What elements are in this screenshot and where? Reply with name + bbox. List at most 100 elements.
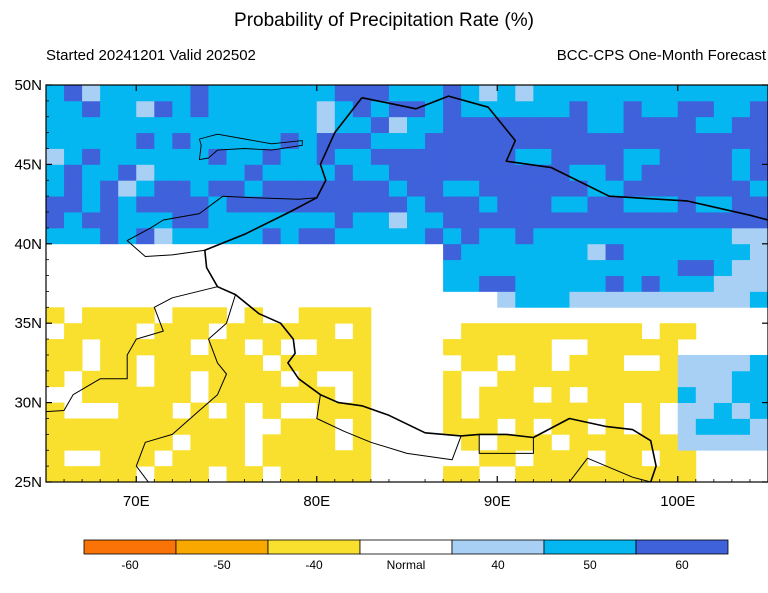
grid-cell bbox=[497, 386, 516, 403]
grid-cell bbox=[659, 243, 679, 261]
grid-cell bbox=[226, 466, 245, 482]
grid-cell bbox=[533, 196, 552, 213]
grid-cell bbox=[154, 370, 173, 388]
grid-cell bbox=[731, 148, 751, 165]
grid-cell bbox=[370, 132, 390, 149]
grid-cell bbox=[64, 227, 83, 245]
grid-cell bbox=[280, 466, 300, 482]
grid-cell bbox=[749, 116, 768, 134]
grid-cell bbox=[731, 180, 751, 197]
grid-cell bbox=[533, 148, 552, 165]
grid-cell bbox=[695, 386, 715, 403]
lat-tick-label: 40N bbox=[14, 236, 42, 253]
grid-cell bbox=[298, 132, 318, 149]
grid-cell bbox=[316, 164, 336, 181]
grid-cell bbox=[136, 227, 155, 245]
grid-cell bbox=[280, 212, 300, 229]
grid-cell bbox=[623, 323, 643, 340]
country-borders bbox=[46, 95, 768, 482]
grid-cell bbox=[136, 180, 155, 197]
forecast-dates: Started 20241201 Valid 202502 bbox=[46, 47, 256, 64]
lon-tick-label: 100E bbox=[660, 493, 695, 510]
grid-cell bbox=[172, 370, 191, 388]
grid-cell bbox=[479, 354, 498, 372]
grid-cell bbox=[226, 354, 245, 372]
nepal-border bbox=[316, 394, 462, 461]
grid-cell bbox=[190, 100, 209, 118]
grid-cell bbox=[334, 402, 354, 419]
grid-cell bbox=[659, 259, 679, 276]
grid-cell bbox=[388, 212, 408, 229]
grid-cell bbox=[118, 148, 137, 165]
grid-cell bbox=[641, 85, 661, 102]
grid-cell bbox=[515, 402, 534, 419]
grid-cell bbox=[352, 180, 372, 197]
grid-cell bbox=[677, 466, 697, 482]
grid-cell bbox=[244, 466, 263, 482]
grid-cell bbox=[515, 275, 534, 292]
grid-cell bbox=[262, 323, 282, 340]
grid-cell bbox=[461, 132, 480, 149]
grid-cell bbox=[100, 196, 119, 213]
grid-cell bbox=[731, 116, 751, 134]
grid-cell bbox=[82, 386, 101, 403]
grid-cell bbox=[515, 339, 534, 356]
grid-cell bbox=[641, 227, 661, 245]
grid-cell bbox=[461, 196, 480, 213]
grid-cell bbox=[623, 370, 643, 388]
grid-cell bbox=[208, 180, 227, 197]
grid-cell bbox=[677, 180, 697, 197]
grid-cell bbox=[623, 434, 643, 451]
grid-cell bbox=[731, 291, 751, 308]
grid-cell bbox=[515, 466, 534, 482]
grid-cell bbox=[82, 196, 101, 213]
grid-cell bbox=[641, 100, 661, 118]
grid-cell bbox=[515, 180, 534, 197]
grid-cell bbox=[497, 323, 516, 340]
grid-cell bbox=[515, 148, 534, 165]
grid-cell bbox=[82, 180, 101, 197]
grid-cell bbox=[388, 132, 408, 149]
grid-cell bbox=[352, 148, 372, 165]
grid-cell bbox=[695, 354, 715, 372]
grid-cell bbox=[515, 164, 534, 181]
grid-cell bbox=[118, 386, 137, 403]
grid-cell bbox=[533, 370, 552, 388]
grid-cell bbox=[695, 227, 715, 245]
grid-cell bbox=[587, 323, 606, 340]
grid-cell bbox=[226, 196, 245, 213]
grid-cell bbox=[677, 323, 697, 340]
grid-cell bbox=[136, 116, 155, 134]
grid-cell bbox=[587, 466, 606, 482]
grid-cell bbox=[154, 227, 173, 245]
grid-cell bbox=[659, 164, 679, 181]
grid-cell bbox=[695, 259, 715, 276]
colorbar-swatch bbox=[83, 539, 177, 555]
grid-cell bbox=[479, 275, 498, 292]
grid-cell bbox=[533, 180, 552, 197]
grid-cell bbox=[587, 354, 606, 372]
grid-cell bbox=[479, 227, 498, 245]
grid-cell bbox=[497, 259, 516, 276]
grid-cell bbox=[587, 386, 606, 403]
grid-cell bbox=[172, 386, 191, 403]
grid-cell bbox=[497, 243, 516, 261]
grid-cell bbox=[46, 180, 65, 197]
grid-cell bbox=[190, 466, 209, 482]
grid-cell bbox=[695, 434, 715, 451]
grid-cell bbox=[46, 307, 65, 324]
grid-cell bbox=[370, 212, 390, 229]
grid-cell bbox=[551, 450, 570, 467]
grid-cell bbox=[461, 164, 480, 181]
grid-cell bbox=[172, 180, 191, 197]
grid-cell bbox=[64, 212, 83, 229]
grid-cell bbox=[316, 418, 336, 435]
grid-cell bbox=[641, 212, 661, 229]
grid-cell bbox=[46, 196, 65, 213]
grid-cell bbox=[407, 196, 426, 213]
grid-cell bbox=[623, 227, 643, 245]
grid-cell bbox=[136, 196, 155, 213]
grid-cell bbox=[569, 275, 588, 292]
grid-cell bbox=[443, 164, 462, 181]
grid-cell bbox=[659, 291, 679, 308]
